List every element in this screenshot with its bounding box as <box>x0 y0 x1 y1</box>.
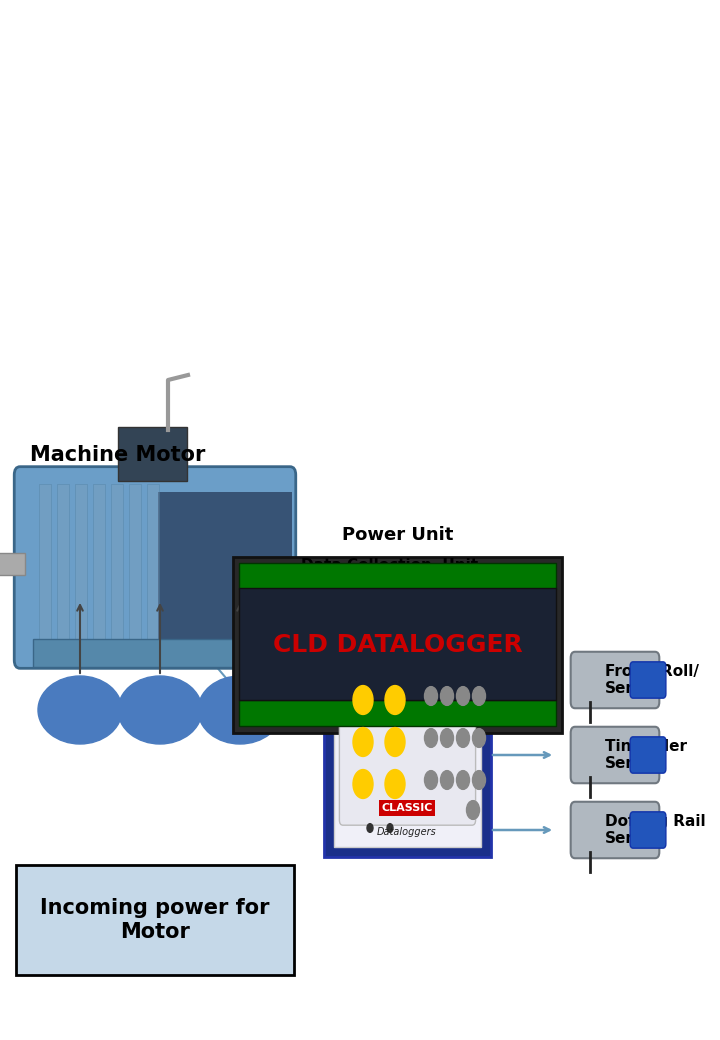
FancyBboxPatch shape <box>148 484 158 651</box>
Circle shape <box>353 728 373 756</box>
Text: Tin Roller
Sensor: Tin Roller Sensor <box>605 738 687 772</box>
Text: Dataloggers: Dataloggers <box>377 827 437 837</box>
Circle shape <box>441 771 454 789</box>
FancyBboxPatch shape <box>238 563 557 589</box>
Circle shape <box>472 686 485 705</box>
Text: Power Unit: Power Unit <box>342 526 454 544</box>
FancyBboxPatch shape <box>33 639 277 667</box>
FancyBboxPatch shape <box>238 588 557 700</box>
Circle shape <box>456 686 469 705</box>
Circle shape <box>425 771 438 789</box>
Circle shape <box>353 685 373 714</box>
Circle shape <box>425 686 438 705</box>
Circle shape <box>456 771 469 789</box>
FancyBboxPatch shape <box>333 608 482 847</box>
FancyBboxPatch shape <box>571 727 660 783</box>
Circle shape <box>367 824 373 832</box>
FancyBboxPatch shape <box>339 675 476 825</box>
Text: Doffing Rail
Sensor: Doffing Rail Sensor <box>605 813 706 847</box>
FancyBboxPatch shape <box>40 484 50 651</box>
Circle shape <box>472 771 485 789</box>
Circle shape <box>456 729 469 748</box>
Circle shape <box>353 770 373 799</box>
FancyBboxPatch shape <box>94 484 104 651</box>
FancyBboxPatch shape <box>118 426 187 482</box>
FancyBboxPatch shape <box>17 865 294 976</box>
Text: Incoming power for
Motor: Incoming power for Motor <box>40 899 270 941</box>
FancyBboxPatch shape <box>76 484 86 651</box>
Ellipse shape <box>38 676 122 744</box>
FancyBboxPatch shape <box>571 652 660 708</box>
FancyBboxPatch shape <box>14 467 296 669</box>
Text: CLD DATALOGGER: CLD DATALOGGER <box>273 633 523 657</box>
Circle shape <box>387 824 393 832</box>
Circle shape <box>385 770 405 799</box>
Ellipse shape <box>118 676 202 744</box>
FancyBboxPatch shape <box>238 700 557 726</box>
FancyBboxPatch shape <box>571 802 660 858</box>
FancyBboxPatch shape <box>343 615 472 676</box>
FancyBboxPatch shape <box>323 598 492 857</box>
FancyBboxPatch shape <box>0 553 25 575</box>
FancyBboxPatch shape <box>233 556 562 733</box>
Circle shape <box>472 729 485 748</box>
Circle shape <box>425 729 438 748</box>
FancyBboxPatch shape <box>130 484 140 651</box>
FancyBboxPatch shape <box>112 484 122 651</box>
Text: Front  Roll/
Sensor: Front Roll/ Sensor <box>605 664 699 696</box>
FancyBboxPatch shape <box>630 736 666 773</box>
Text: Data Collection  Unit: Data Collection Unit <box>302 557 479 572</box>
Text: Machine Motor: Machine Motor <box>30 445 205 465</box>
Text: CLASSIC: CLASSIC <box>382 803 433 813</box>
Ellipse shape <box>198 676 282 744</box>
Circle shape <box>441 729 454 748</box>
Circle shape <box>385 685 405 714</box>
FancyBboxPatch shape <box>58 484 68 651</box>
Circle shape <box>441 686 454 705</box>
Circle shape <box>467 801 480 820</box>
FancyBboxPatch shape <box>630 661 666 698</box>
FancyBboxPatch shape <box>158 492 292 643</box>
Circle shape <box>385 728 405 756</box>
FancyBboxPatch shape <box>630 812 666 849</box>
